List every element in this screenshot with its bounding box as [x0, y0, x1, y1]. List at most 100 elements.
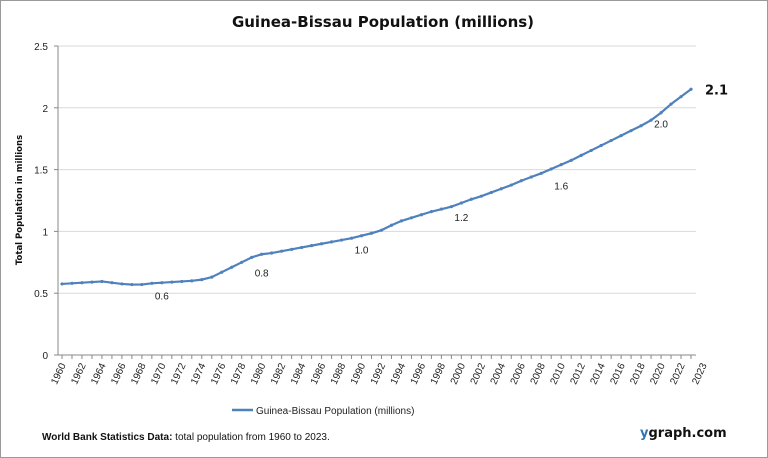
data-point [669, 102, 673, 106]
x-tick-label: 1972 [169, 361, 189, 386]
data-point [559, 163, 563, 167]
y-tick-label: 1 [42, 227, 48, 238]
data-point [329, 240, 334, 244]
data-point [349, 236, 354, 240]
x-tick-label: 1992 [369, 361, 389, 386]
annotation-label: 2.1 [705, 83, 728, 98]
brand-y: y [640, 426, 649, 441]
x-tick-label: 1962 [69, 361, 89, 386]
chart-title: Guinea-Bissau Population (millions) [232, 13, 534, 31]
x-tick-label: 1984 [289, 361, 309, 386]
x-tick-label: 1964 [89, 361, 109, 386]
data-point [70, 281, 74, 285]
data-point [579, 153, 583, 157]
x-tick-label: 2010 [549, 361, 569, 386]
y-axis-label: Total Population in millions [15, 135, 25, 265]
data-point [250, 255, 254, 259]
x-tick-label: 1982 [269, 361, 289, 386]
x-tick-label: 1986 [309, 361, 329, 386]
data-point [609, 138, 613, 143]
data-point [459, 201, 463, 205]
data-point [389, 223, 394, 227]
x-tick-label: 2018 [628, 361, 648, 386]
y-tick-label: 2 [42, 104, 48, 115]
data-point [689, 87, 693, 91]
data-point [260, 252, 264, 256]
data-point [100, 279, 104, 284]
x-tick-label: 2008 [529, 361, 549, 386]
data-point [399, 219, 404, 223]
series-group [60, 87, 693, 287]
x-tick-label: 1976 [209, 361, 229, 386]
data-point [659, 111, 663, 115]
data-point [220, 270, 224, 274]
data-point [629, 129, 633, 133]
data-point [140, 282, 144, 287]
data-point [60, 282, 64, 286]
x-tick-label: 1966 [109, 361, 129, 386]
data-point [310, 244, 314, 248]
data-point [549, 167, 553, 171]
data-point [190, 279, 194, 283]
brand-rest: graph.com [648, 426, 726, 441]
y-tick-label: 0 [42, 351, 48, 362]
data-point [569, 158, 573, 162]
data-point [479, 194, 483, 198]
data-point [379, 228, 384, 232]
annotations: 0.6 0.8 1.0 1.2 1.6 2.0 2.1 [155, 83, 728, 302]
data-point [599, 143, 603, 148]
x-tick-label: 2014 [588, 361, 608, 386]
data-point [529, 175, 533, 179]
annotation-label: 0.8 [255, 268, 269, 279]
data-point [230, 265, 234, 269]
data-point [120, 282, 124, 286]
legend: Guinea-Bissau Population (millions) [232, 406, 414, 417]
y-tick-label: 0.5 [34, 289, 48, 300]
data-point [639, 124, 643, 128]
data-point [409, 216, 414, 220]
data-point [539, 171, 543, 175]
data-point [319, 242, 324, 246]
data-point [240, 260, 244, 264]
x-tick-label: 2023 [690, 361, 710, 386]
data-point [300, 245, 304, 250]
annotation-label: 0.6 [155, 292, 169, 303]
x-tick-label: 1978 [229, 361, 249, 386]
data-point [200, 278, 204, 282]
gridlines [57, 45, 696, 356]
annotation-label: 1.0 [355, 246, 369, 257]
y-axis-ticks: 0 0.5 1 1.5 2 2.5 [34, 42, 58, 362]
data-point [210, 275, 214, 279]
data-point [339, 238, 344, 242]
x-tick-label: 2002 [469, 361, 489, 386]
data-point [170, 280, 174, 284]
data-point [280, 249, 284, 253]
data-point [290, 247, 294, 251]
data-point [489, 190, 493, 195]
data-point [270, 251, 274, 255]
data-point [449, 205, 453, 209]
data-point [499, 187, 503, 191]
data-point [679, 95, 683, 99]
source-note: World Bank Statistics Data: total popula… [42, 432, 330, 443]
annotation-label: 1.6 [554, 182, 568, 193]
data-point [359, 234, 364, 238]
x-tick-label: 2006 [509, 361, 529, 386]
y-tick-label: 1.5 [34, 166, 48, 177]
x-tick-label: 2012 [569, 361, 589, 386]
x-tick-label: 1988 [329, 361, 349, 386]
x-tick-label: 1996 [409, 361, 429, 386]
data-point [160, 281, 164, 285]
data-point [110, 281, 114, 285]
data-point [519, 179, 523, 183]
y-tick-label: 2.5 [34, 42, 48, 53]
x-tick-label: 1968 [129, 361, 149, 386]
source-text: total population from 1960 to 2023. [172, 432, 329, 443]
data-point [469, 197, 473, 201]
x-tick-label: 1994 [389, 361, 409, 386]
legend-label: Guinea-Bissau Population (millions) [256, 406, 414, 417]
annotation-label: 2.0 [654, 120, 668, 131]
x-tick-label: 2022 [668, 361, 688, 386]
series-line [61, 88, 692, 286]
